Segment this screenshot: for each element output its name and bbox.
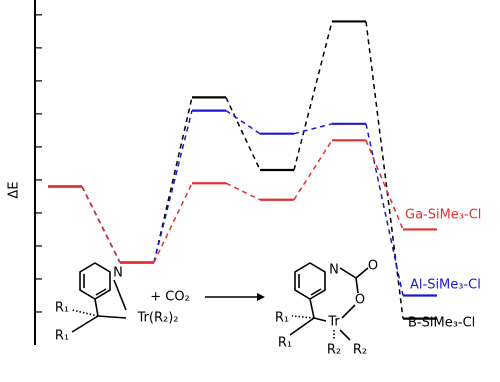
bond [309, 298, 315, 319]
scheme-label: R₁ [278, 336, 292, 351]
connector [365, 140, 404, 230]
scheme-label: R₁ [55, 301, 69, 316]
bond [313, 317, 327, 322]
connector [225, 182, 261, 201]
arrow-bond [97, 315, 127, 319]
series-label: Ga-SiMe₃-Cl [405, 208, 481, 223]
scheme-label: R₁ [275, 311, 289, 326]
arrowhead [257, 293, 265, 301]
connector [365, 21, 404, 319]
connector [225, 97, 261, 171]
scheme [71, 262, 369, 341]
scheme-label: R₂ [327, 343, 341, 358]
y-axis-label: ΔE [7, 181, 22, 198]
scheme-label: O [355, 293, 365, 308]
series-label: B-SiMe₃-Cl [408, 316, 475, 331]
bond [339, 267, 357, 279]
bond [341, 304, 356, 319]
connector [293, 123, 333, 135]
connector [365, 123, 404, 296]
bond [355, 277, 359, 294]
double-bond [355, 267, 369, 279]
bond [310, 288, 322, 296]
scheme-label: Tr [327, 315, 340, 330]
connector [293, 21, 333, 171]
scheme-label: R₁ [55, 329, 69, 344]
hash [71, 309, 99, 317]
wedge [289, 317, 315, 336]
connector [81, 186, 121, 263]
connector [153, 110, 193, 263]
arrow-bond [113, 279, 127, 311]
scheme-label: O [368, 259, 378, 274]
bond [95, 288, 107, 296]
scheme-label: R₂ [353, 343, 367, 358]
connector [153, 97, 193, 263]
scheme-label: Tr(R₂)₂ [137, 311, 179, 326]
connector [293, 139, 333, 201]
scheme-label: N [113, 266, 123, 281]
bond [94, 298, 99, 317]
wedge [71, 315, 99, 333]
connector [225, 109, 261, 135]
connector [153, 182, 193, 263]
hash [291, 315, 315, 319]
scheme-label: N [329, 263, 339, 278]
series-label: Al-SiMe₃-Cl [410, 278, 481, 293]
wedge [339, 329, 351, 341]
scheme-label: + CO₂ [150, 290, 190, 305]
